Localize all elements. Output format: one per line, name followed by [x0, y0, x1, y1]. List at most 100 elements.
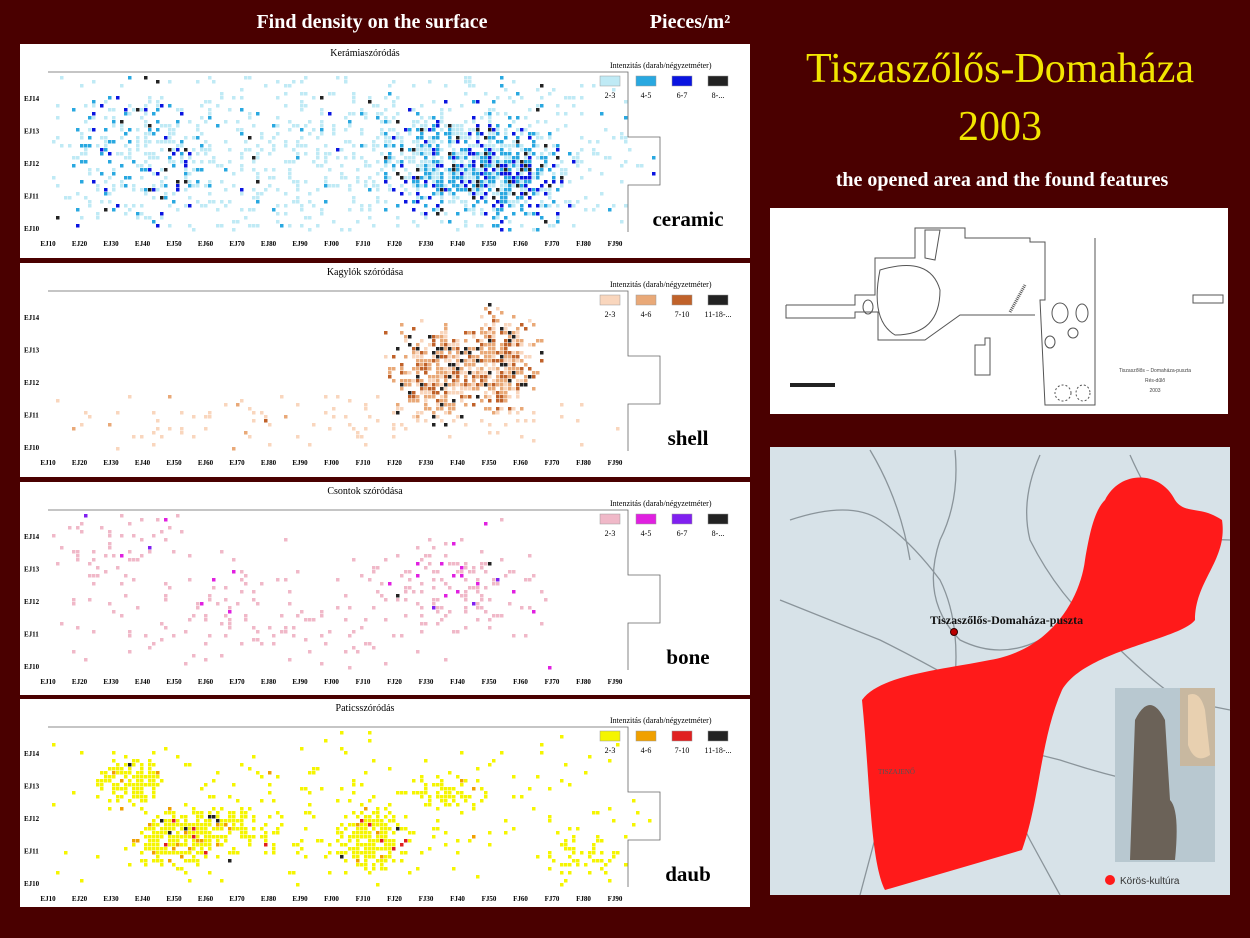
find-dot [216, 823, 220, 827]
find-dot [372, 847, 376, 851]
find-dot [572, 839, 576, 843]
find-dot [508, 602, 512, 606]
find-dot [504, 371, 508, 375]
find-dot [140, 779, 144, 783]
find-dot [384, 120, 388, 124]
find-dot [348, 124, 352, 128]
find-dot [328, 427, 332, 431]
find-dot [128, 767, 132, 771]
find-dot [188, 763, 192, 767]
find-dot [456, 188, 460, 192]
find-dot [88, 172, 92, 176]
find-dot [232, 811, 236, 815]
find-dot [392, 164, 396, 168]
find-dot [448, 403, 452, 407]
find-dot [292, 843, 296, 847]
find-dot [132, 787, 136, 791]
find-dot [536, 108, 540, 112]
find-dot [360, 803, 364, 807]
find-dot [556, 204, 560, 208]
find-dot [408, 379, 412, 383]
find-dot [376, 160, 380, 164]
find-dot [96, 216, 100, 220]
find-dot [448, 172, 452, 176]
find-dot [552, 88, 556, 92]
find-dot [652, 172, 656, 176]
find-dot [252, 419, 256, 423]
find-dot [540, 172, 544, 176]
find-dot [468, 355, 472, 359]
find-dot [536, 228, 540, 232]
find-dot [152, 847, 156, 851]
find-dot [436, 403, 440, 407]
find-dot [256, 200, 260, 204]
find-dot [424, 407, 428, 411]
find-dot [364, 642, 368, 646]
find-dot [512, 827, 516, 831]
y-label: EJ12 [24, 815, 40, 823]
find-dot [352, 811, 356, 815]
find-dot [164, 538, 168, 542]
find-dot [440, 783, 444, 787]
find-dot [492, 216, 496, 220]
find-dot [304, 811, 308, 815]
find-dot [484, 172, 488, 176]
find-dot [140, 795, 144, 799]
x-label: EJ80 [261, 895, 277, 903]
find-dot [496, 96, 500, 100]
find-dot [172, 827, 176, 831]
find-dot [352, 156, 356, 160]
find-dot [536, 176, 540, 180]
find-dot [408, 335, 412, 339]
find-dot [292, 634, 296, 638]
find-dot [416, 120, 420, 124]
x-label: EJ20 [72, 240, 88, 248]
find-dot [456, 196, 460, 200]
find-dot [504, 383, 508, 387]
find-dot [476, 602, 480, 606]
find-dot [532, 152, 536, 156]
find-dot [216, 855, 220, 859]
find-dot [420, 104, 424, 108]
find-dot [152, 843, 156, 847]
find-dot [352, 427, 356, 431]
find-dot [360, 128, 364, 132]
find-dot [156, 783, 160, 787]
find-dot [192, 415, 196, 419]
find-dot [440, 351, 444, 355]
find-dot [412, 779, 416, 783]
find-dot [204, 427, 208, 431]
find-dot [388, 152, 392, 156]
find-dot [292, 200, 296, 204]
find-dot [288, 168, 292, 172]
find-dot [372, 144, 376, 148]
find-dot [184, 180, 188, 184]
find-dot [424, 554, 428, 558]
find-dot [460, 359, 464, 363]
find-dot [388, 855, 392, 859]
find-dot [200, 144, 204, 148]
find-dot [208, 634, 212, 638]
find-dot [376, 859, 380, 863]
find-dot [488, 303, 492, 307]
find-dot [348, 112, 352, 116]
find-dot [500, 200, 504, 204]
find-dot [492, 391, 496, 395]
find-dot [220, 180, 224, 184]
find-dot [476, 606, 480, 610]
find-dot [364, 180, 368, 184]
find-dot [124, 847, 128, 851]
find-dot [256, 192, 260, 196]
find-dot [492, 351, 496, 355]
find-dot [456, 351, 460, 355]
find-dot [384, 136, 388, 140]
find-dot [180, 411, 184, 415]
find-dot [420, 622, 424, 626]
find-dot [296, 843, 300, 847]
find-dot [552, 176, 556, 180]
find-dot [204, 100, 208, 104]
density-panel: PaticsszóródásIntenzitás (darab/négyzetm… [20, 699, 750, 907]
find-dot [548, 136, 552, 140]
find-dot [304, 618, 308, 622]
find-dot [84, 411, 88, 415]
